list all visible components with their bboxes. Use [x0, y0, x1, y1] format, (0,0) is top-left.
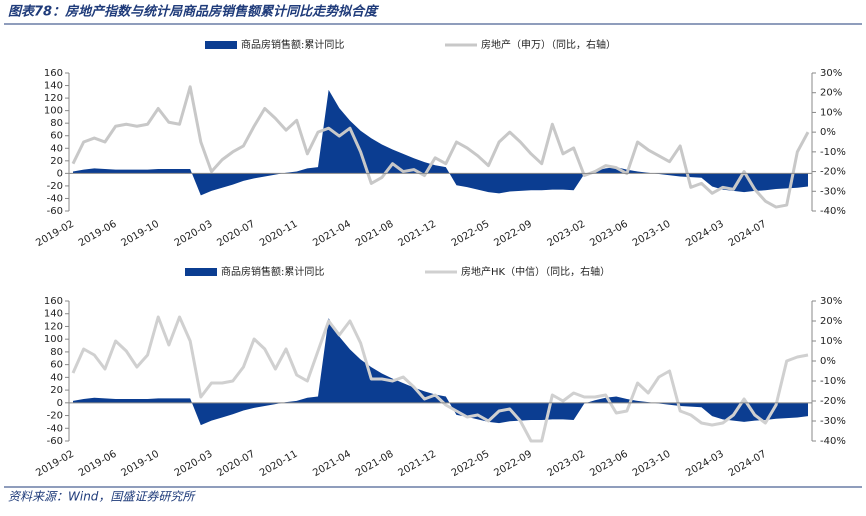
- x-tick-label: 2020-07: [215, 449, 257, 479]
- y2-tick-label: 30%: [820, 296, 842, 307]
- y-tick-label: 80: [50, 347, 63, 358]
- y-tick-label: 140: [44, 81, 63, 92]
- y2-tick-label: -20%: [820, 396, 846, 407]
- y2-tick-label: 10%: [820, 336, 842, 347]
- x-tick-label: 2019-02: [34, 449, 76, 479]
- legend-label: 商品房销售额:累计同比: [221, 265, 324, 278]
- y-tick-label: -60: [47, 436, 63, 447]
- x-tick-label: 2024-07: [727, 219, 769, 249]
- page-title: 图表78：房地产指数与统计局商品房销售额累计同比走势拟合度: [8, 4, 380, 20]
- x-tick-label: 2023-10: [631, 219, 673, 249]
- area: [73, 318, 808, 426]
- x-tick-label: 2019-10: [120, 219, 162, 249]
- x-tick-label: 2020-11: [258, 219, 300, 249]
- y-tick-label: 140: [44, 309, 63, 320]
- x-tick-label: 2023-06: [588, 449, 630, 479]
- x-tick-label: 2023-02: [546, 449, 588, 479]
- legend-label: 房地产（申万）（同比，右轴）: [481, 38, 616, 51]
- y-tick-label: -40: [47, 193, 63, 204]
- y2-tick-label: -20%: [820, 167, 846, 178]
- legend-swatch: [205, 41, 237, 49]
- x-tick-label: 2022-09: [492, 449, 534, 479]
- x-tick-label: 2021-12: [396, 449, 438, 479]
- y-tick-label: 120: [44, 321, 63, 332]
- y2-tick-label: -30%: [820, 186, 846, 197]
- x-tick-label: 2022-05: [450, 219, 492, 249]
- y-tick-label: 120: [44, 93, 63, 104]
- legend-swatch: [185, 268, 217, 276]
- y-tick-label: -60: [47, 206, 63, 217]
- y-tick-label: -20: [47, 411, 63, 422]
- x-tick-label: 2020-07: [215, 219, 257, 249]
- x-tick-label: 2019-02: [34, 219, 76, 249]
- x-tick-label: 2019-10: [120, 449, 162, 479]
- x-tick-label: 2021-04: [311, 449, 353, 479]
- x-tick-label: 2020-11: [258, 449, 300, 479]
- y-tick-label: -40: [47, 423, 63, 434]
- y-tick-label: 40: [50, 372, 63, 383]
- y2-tick-label: -40%: [820, 436, 846, 447]
- x-tick-label: 2021-12: [396, 219, 438, 249]
- x-tick-label: 2023-10: [631, 449, 673, 479]
- y2-tick-label: 20%: [820, 316, 842, 327]
- source-note: 资料来源：Wind，国盛证券研究所: [8, 490, 196, 504]
- line: [71, 85, 810, 209]
- y-tick-label: 160: [44, 296, 63, 307]
- y2-tick-label: 30%: [820, 68, 842, 79]
- x-tick-label: 2022-05: [450, 449, 492, 479]
- x-tick-label: 2019-06: [77, 449, 119, 479]
- y-tick-label: 20: [50, 385, 63, 396]
- y2-tick-label: -10%: [820, 376, 846, 387]
- x-tick-label: 2023-06: [588, 219, 630, 249]
- y-tick-label: 60: [50, 131, 63, 142]
- x-tick-label: 2021-08: [354, 219, 396, 249]
- y2-tick-label: -30%: [820, 416, 846, 427]
- x-tick-label: 2021-08: [354, 449, 396, 479]
- legend-label: 房地产HK（中信）（同比，右轴）: [461, 265, 610, 278]
- x-tick-label: 2020-03: [173, 449, 215, 479]
- x-tick-label: 2022-09: [492, 219, 534, 249]
- y-tick-label: 160: [44, 68, 63, 79]
- x-tick-label: 2021-04: [311, 219, 353, 249]
- y-tick-label: 60: [50, 360, 63, 371]
- y2-tick-label: -40%: [820, 206, 846, 217]
- y-tick-label: 20: [50, 156, 63, 167]
- y-tick-label: -20: [47, 181, 63, 192]
- y-tick-label: 0: [57, 168, 63, 179]
- x-tick-label: 2024-03: [684, 219, 726, 249]
- y-tick-label: 80: [50, 118, 63, 129]
- y-tick-label: 100: [44, 334, 63, 345]
- y2-tick-label: 0%: [820, 356, 836, 367]
- y2-tick-label: 20%: [820, 88, 842, 99]
- y-tick-label: 0: [57, 398, 63, 409]
- y2-tick-label: 0%: [820, 127, 836, 138]
- x-tick-label: 2024-03: [684, 449, 726, 479]
- y2-tick-label: 10%: [820, 107, 842, 118]
- line: [71, 315, 809, 443]
- legend-label: 商品房销售额:累计同比: [241, 38, 344, 51]
- x-tick-label: 2019-06: [77, 219, 119, 249]
- x-tick-label: 2024-07: [727, 449, 769, 479]
- y2-tick-label: -10%: [820, 147, 846, 158]
- x-tick-label: 2023-02: [546, 219, 588, 249]
- y-tick-label: 100: [44, 106, 63, 117]
- y-tick-label: 40: [50, 143, 63, 154]
- x-tick-label: 2020-03: [173, 219, 215, 249]
